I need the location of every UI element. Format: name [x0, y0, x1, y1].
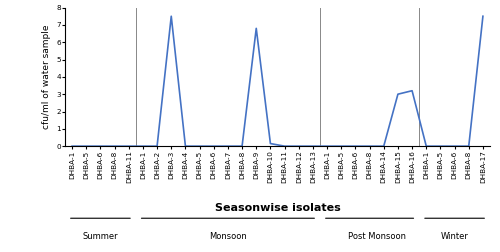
Y-axis label: cfu/ml of water sample: cfu/ml of water sample — [42, 25, 50, 129]
X-axis label: Seasonwise isolates: Seasonwise isolates — [214, 203, 340, 213]
Text: Monsoon: Monsoon — [209, 232, 247, 241]
Text: Summer: Summer — [82, 232, 118, 241]
Text: Post Monsoon: Post Monsoon — [348, 232, 406, 241]
Text: Winter: Winter — [440, 232, 468, 241]
